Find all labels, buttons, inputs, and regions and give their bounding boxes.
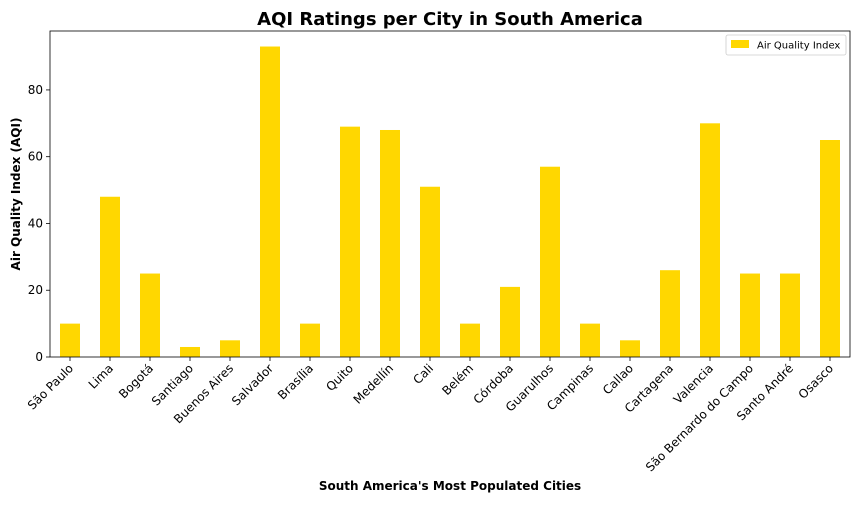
- x-tick-label: Osasco: [796, 361, 836, 401]
- y-tick-label: 0: [35, 350, 43, 364]
- x-tick-label: Salvador: [229, 361, 276, 408]
- x-tick-label: Brasília: [275, 361, 316, 402]
- y-axis-ticks: 0 20 40 60 80: [28, 83, 50, 364]
- x-tick-label: Belém: [439, 361, 476, 398]
- bar: [660, 270, 680, 357]
- bar: [740, 273, 760, 357]
- plot-frame: [49, 30, 851, 358]
- y-tick-label: 80: [28, 83, 43, 97]
- bar: [620, 340, 640, 357]
- x-tick-label: Cali: [410, 361, 436, 387]
- bar: [820, 140, 840, 357]
- y-tick-label: 40: [28, 216, 43, 230]
- bar: [540, 166, 560, 357]
- y-axis-label: Air Quality Index (AQI): [9, 118, 23, 271]
- chart-title: AQI Ratings per City in South America: [257, 9, 643, 30]
- bar: [100, 196, 120, 357]
- bar: [700, 123, 720, 357]
- x-tick-label: Lima: [86, 361, 116, 391]
- bars-layer: [60, 46, 840, 358]
- bar: [60, 323, 80, 357]
- x-tick-label: Medellín: [351, 361, 396, 406]
- legend: Air Quality Index: [725, 34, 847, 56]
- bar: [460, 323, 480, 357]
- x-tick-label: Callao: [600, 361, 636, 397]
- legend-swatch: [731, 40, 749, 48]
- bar: [340, 126, 360, 358]
- x-tick-label: Quito: [323, 361, 356, 394]
- bar: [500, 286, 520, 357]
- bar: [140, 273, 160, 357]
- bar: [180, 346, 200, 357]
- x-tick-label: Bogotá: [116, 361, 156, 401]
- x-tick-label: São Paulo: [25, 361, 76, 412]
- legend-label: Air Quality Index: [757, 41, 840, 52]
- bar: [420, 186, 440, 357]
- bar: [780, 273, 800, 357]
- y-tick-label: 20: [28, 283, 43, 297]
- x-axis-label: South America's Most Populated Cities: [319, 479, 581, 493]
- bar: [380, 129, 400, 357]
- bar: [260, 46, 280, 358]
- bar: [220, 340, 240, 357]
- legend-box: [725, 34, 847, 56]
- bar: [580, 323, 600, 357]
- bar: [300, 323, 320, 357]
- y-tick-label: 60: [28, 150, 43, 164]
